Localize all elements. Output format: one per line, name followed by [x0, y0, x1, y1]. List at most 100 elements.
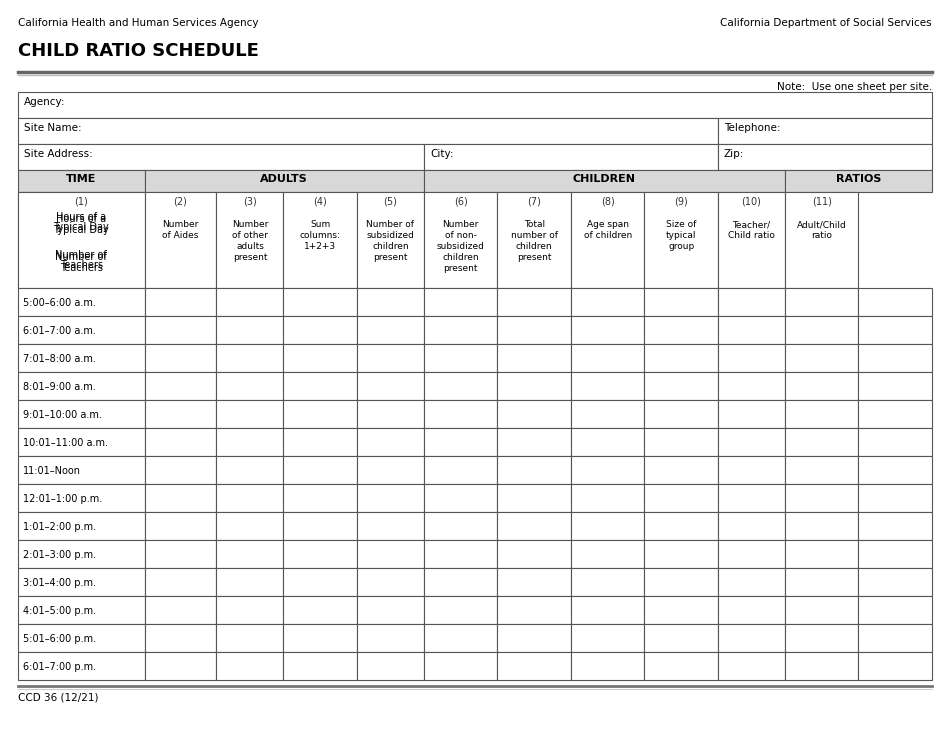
Bar [357, 652, 424, 680]
Text: 1+2+3: 1+2+3 [304, 242, 336, 251]
Bar [18, 118, 718, 144]
Bar [644, 652, 718, 680]
Bar [283, 568, 357, 596]
Bar [18, 484, 144, 512]
Bar [644, 456, 718, 484]
Text: 7:01–8:00 a.m.: 7:01–8:00 a.m. [23, 354, 96, 364]
Bar [357, 192, 424, 288]
Bar [571, 540, 644, 568]
Text: 11:01–Noon: 11:01–Noon [23, 466, 81, 476]
Text: adults: adults [236, 242, 264, 251]
Bar [718, 484, 785, 512]
Bar [571, 400, 644, 428]
Bar [283, 400, 357, 428]
Bar [217, 484, 283, 512]
Bar [217, 400, 283, 428]
Text: Child ratio: Child ratio [728, 231, 775, 240]
Bar [357, 372, 424, 400]
Bar [18, 540, 144, 568]
Bar [571, 316, 644, 344]
Text: Number: Number [232, 220, 268, 229]
Bar [144, 568, 217, 596]
Text: California Health and Human Services Agency: California Health and Human Services Age… [18, 18, 258, 28]
Text: (4): (4) [314, 197, 327, 207]
Bar [357, 344, 424, 372]
Bar [357, 316, 424, 344]
Text: TIME: TIME [66, 174, 97, 184]
Bar [571, 624, 644, 652]
Bar [718, 118, 932, 144]
Bar [498, 288, 571, 316]
Bar [718, 288, 785, 316]
Text: 10:01–11:00 a.m.: 10:01–11:00 a.m. [23, 438, 108, 448]
Bar [18, 192, 144, 288]
Bar [498, 372, 571, 400]
Text: present: present [444, 264, 478, 273]
Bar [144, 400, 217, 428]
Bar [144, 456, 217, 484]
Bar [785, 652, 859, 680]
Text: Number of: Number of [55, 252, 107, 262]
Text: children: children [516, 242, 553, 251]
Bar [718, 652, 785, 680]
Text: (11): (11) [812, 197, 831, 207]
Text: typical: typical [666, 231, 696, 240]
Bar [718, 428, 785, 456]
Bar [357, 540, 424, 568]
Bar [644, 400, 718, 428]
Bar [283, 652, 357, 680]
Bar [859, 568, 932, 596]
Text: ADULTS: ADULTS [260, 174, 308, 184]
Text: 8:01–9:00 a.m.: 8:01–9:00 a.m. [23, 382, 96, 392]
Bar [571, 456, 644, 484]
Bar [18, 456, 144, 484]
Bar [144, 484, 217, 512]
Bar [217, 288, 283, 316]
Bar [785, 344, 859, 372]
Bar [644, 428, 718, 456]
Bar [785, 170, 932, 192]
Bar [571, 372, 644, 400]
Bar [571, 512, 644, 540]
Bar [859, 344, 932, 372]
Bar [718, 344, 785, 372]
Bar [644, 596, 718, 624]
Bar [571, 192, 644, 288]
Text: (10): (10) [742, 197, 761, 207]
Text: subsidized: subsidized [367, 231, 414, 240]
Bar [785, 288, 859, 316]
Bar [283, 456, 357, 484]
Bar [859, 512, 932, 540]
Bar [644, 344, 718, 372]
Bar [357, 400, 424, 428]
Bar [785, 316, 859, 344]
Bar [18, 344, 144, 372]
Bar [357, 484, 424, 512]
Text: Number of: Number of [367, 220, 414, 229]
Bar [498, 484, 571, 512]
Bar [498, 428, 571, 456]
Text: 6:01–7:00 p.m.: 6:01–7:00 p.m. [23, 662, 96, 672]
Text: 5:00–6:00 a.m.: 5:00–6:00 a.m. [23, 298, 96, 308]
Bar [859, 400, 932, 428]
Bar [18, 372, 144, 400]
Bar [424, 456, 498, 484]
Text: Typical Day: Typical Day [53, 225, 109, 235]
Bar [571, 344, 644, 372]
Text: Size of: Size of [666, 220, 696, 229]
Bar [718, 316, 785, 344]
Bar [18, 568, 144, 596]
Text: present: present [233, 253, 267, 262]
Bar [217, 568, 283, 596]
Bar [785, 192, 859, 288]
Text: Zip:: Zip: [724, 149, 745, 159]
Text: (7): (7) [527, 197, 541, 207]
Bar [644, 568, 718, 596]
Bar [424, 344, 498, 372]
Bar [718, 568, 785, 596]
Bar [144, 428, 217, 456]
Bar [718, 192, 785, 288]
Bar [357, 512, 424, 540]
Bar [785, 400, 859, 428]
Bar [718, 596, 785, 624]
